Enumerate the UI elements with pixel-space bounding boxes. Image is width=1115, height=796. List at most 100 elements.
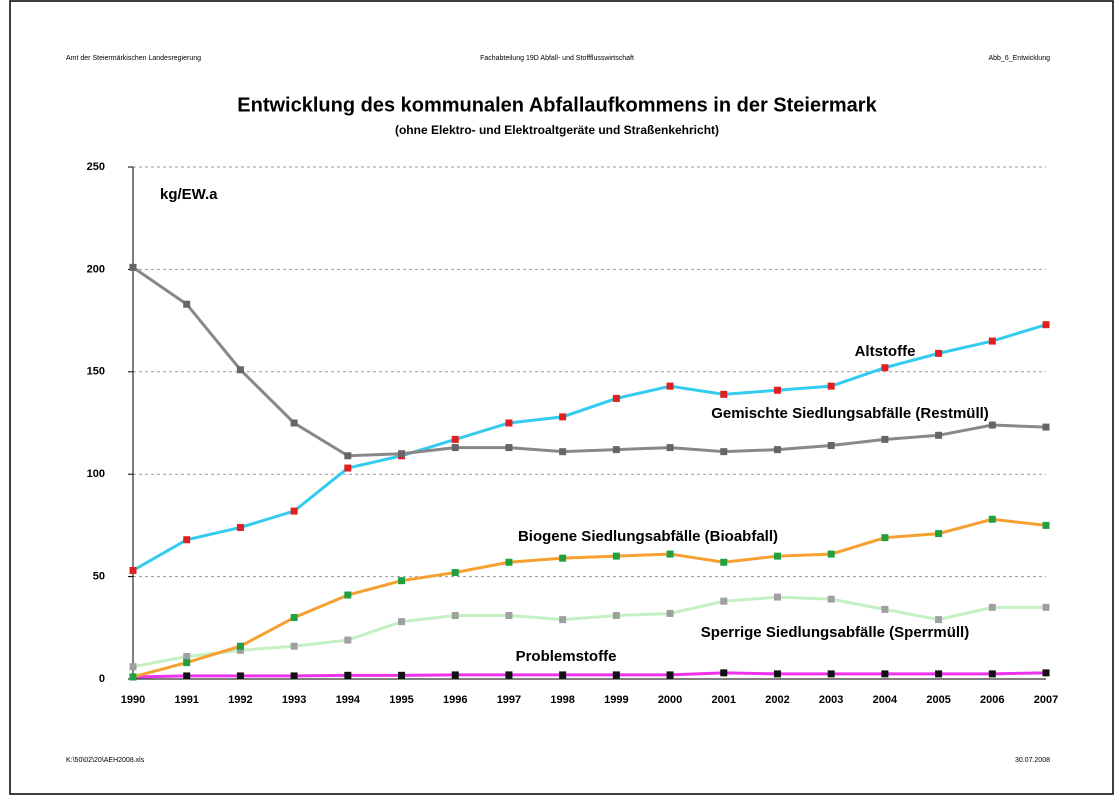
series-line: [132, 671, 1047, 679]
x-tick-label: 1990: [121, 694, 145, 706]
x-tick-label: 1991: [174, 694, 198, 706]
data-point: [720, 448, 728, 456]
data-point: [344, 591, 352, 599]
data-point: [1042, 669, 1050, 677]
data-point: [827, 382, 835, 390]
data-point: [183, 652, 191, 660]
data-point: [827, 595, 835, 603]
data-point: [612, 671, 620, 679]
data-point: [881, 670, 889, 678]
x-tick-label: 2005: [926, 694, 950, 706]
data-point: [612, 552, 620, 560]
data-point: [183, 300, 191, 308]
data-point: [666, 550, 674, 558]
data-point: [612, 612, 620, 620]
x-tick-label: 1993: [282, 694, 306, 706]
data-point: [720, 558, 728, 566]
data-point: [398, 671, 406, 679]
data-point: [290, 672, 298, 680]
data-point: [935, 349, 943, 357]
x-tick-label: 2000: [658, 694, 682, 706]
footer-left: K:\50\02\20\AEH2008.xls: [66, 757, 145, 764]
y-axis-label: kg/EW.a: [160, 186, 218, 203]
data-point: [935, 670, 943, 678]
y-tick-label: 250: [87, 161, 105, 173]
data-point: [290, 507, 298, 515]
data-point: [559, 554, 567, 562]
series-label: Sperrige Siedlungsabfälle (Sperrmüll): [701, 624, 969, 641]
data-point: [720, 390, 728, 398]
data-point: [720, 669, 728, 677]
data-point: [881, 534, 889, 542]
data-point: [505, 671, 513, 679]
data-point: [559, 616, 567, 624]
data-point: [505, 612, 513, 620]
data-point: [290, 642, 298, 650]
data-point: [988, 670, 996, 678]
data-point: [720, 597, 728, 605]
series-label: Problemstoffe: [516, 648, 617, 665]
data-point: [827, 670, 835, 678]
data-point: [236, 523, 244, 531]
data-point: [988, 603, 996, 611]
x-tick-label: 2006: [980, 694, 1004, 706]
data-point: [1042, 521, 1050, 529]
chart-subtitle: (ohne Elektro- und Elektroaltgeräte und …: [395, 123, 719, 137]
data-point: [881, 364, 889, 372]
data-point: [236, 366, 244, 374]
y-tick-label: 150: [87, 366, 105, 378]
header-left: Amt der Steiermärkischen Landesregierung: [66, 55, 201, 62]
x-tick-label: 1995: [389, 694, 413, 706]
data-point: [666, 444, 674, 452]
data-point: [398, 618, 406, 626]
data-point: [129, 263, 137, 271]
data-point: [881, 435, 889, 443]
data-point: [1042, 603, 1050, 611]
data-point: [236, 642, 244, 650]
data-point: [666, 609, 674, 617]
data-point: [451, 612, 459, 620]
data-point: [773, 386, 781, 394]
data-point: [451, 444, 459, 452]
data-point: [827, 550, 835, 558]
data-point: [505, 558, 513, 566]
data-point: [666, 382, 674, 390]
data-point: [1042, 321, 1050, 329]
data-point: [183, 659, 191, 667]
data-point: [559, 671, 567, 679]
header-center: Fachabteilung 19D Abfall- und Stofffluss…: [480, 55, 634, 62]
chart-title: Entwicklung des kommunalen Abfallaufkomm…: [237, 94, 877, 116]
data-point: [236, 646, 244, 654]
data-point: [236, 672, 244, 680]
data-point: [344, 671, 352, 679]
data-point: [398, 450, 406, 458]
x-tick-label: 2001: [712, 694, 736, 706]
data-point: [129, 566, 137, 574]
data-point: [1042, 423, 1050, 431]
series-label: Gemischte Siedlungsabfälle (Restmüll): [711, 405, 989, 422]
x-tick-label: 2004: [873, 694, 898, 706]
data-point: [344, 452, 352, 460]
x-tick-label: 1999: [604, 694, 628, 706]
data-point: [612, 394, 620, 402]
footer-right: 30.07.2008: [1015, 757, 1050, 764]
data-point: [773, 593, 781, 601]
data-point: [129, 663, 137, 671]
x-tick-label: 2002: [765, 694, 789, 706]
y-tick-label: 200: [87, 263, 105, 275]
series-line: [132, 266, 1047, 458]
data-point: [988, 515, 996, 523]
data-point: [935, 616, 943, 624]
data-point: [773, 446, 781, 454]
x-tick-label: 2007: [1034, 694, 1058, 706]
data-point: [773, 670, 781, 678]
data-point: [935, 431, 943, 439]
data-point: [505, 419, 513, 427]
data-point: [505, 444, 513, 452]
data-point: [559, 448, 567, 456]
data-point: [290, 614, 298, 622]
x-tick-label: 1997: [497, 694, 521, 706]
x-tick-label: 1996: [443, 694, 467, 706]
data-point: [988, 337, 996, 345]
data-point: [398, 577, 406, 585]
